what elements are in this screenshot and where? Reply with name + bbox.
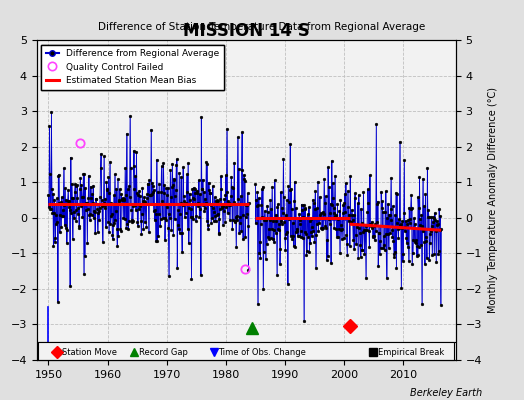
Y-axis label: Monthly Temperature Anomaly Difference (°C): Monthly Temperature Anomaly Difference (… <box>488 87 498 313</box>
Legend: Difference from Regional Average, Quality Control Failed, Estimated Station Mean: Difference from Regional Average, Qualit… <box>41 44 224 90</box>
Text: Berkeley Earth: Berkeley Earth <box>410 388 482 398</box>
Text: Difference of Station Temperature Data from Regional Average: Difference of Station Temperature Data f… <box>99 22 425 32</box>
Text: Record Gap: Record Gap <box>139 348 188 357</box>
Text: Station Move: Station Move <box>62 348 117 357</box>
Bar <box>38 342 454 360</box>
Text: Time of Obs. Change: Time of Obs. Change <box>219 348 307 357</box>
Text: Empirical Break: Empirical Break <box>378 348 444 357</box>
Title: MISSION 14 S: MISSION 14 S <box>183 22 310 40</box>
